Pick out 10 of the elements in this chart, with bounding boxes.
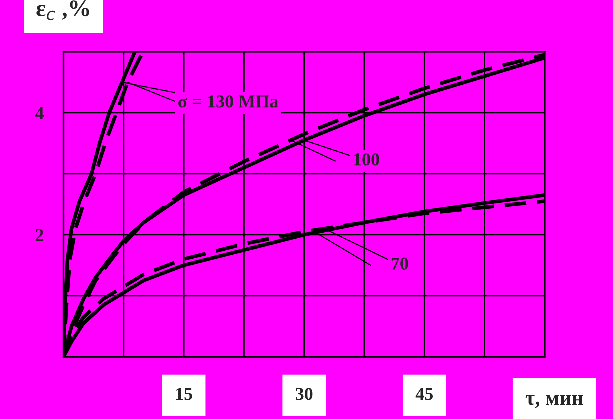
x-tick-label: 30 — [296, 388, 313, 400]
y-tick-label: 4 — [36, 107, 44, 120]
annotation: 70 — [392, 258, 408, 270]
x-tick-label: 45 — [416, 388, 434, 400]
annotation: σ = 130 МПа — [178, 96, 278, 108]
x-axis-title: τ, мин — [526, 395, 584, 408]
x-tick-label: 15 — [176, 388, 192, 400]
y-tick-label: 2 — [36, 229, 44, 242]
annotation: 100 — [354, 154, 380, 166]
y-axis-title: ε$_{c}$ ,% — [36, 0, 90, 20]
